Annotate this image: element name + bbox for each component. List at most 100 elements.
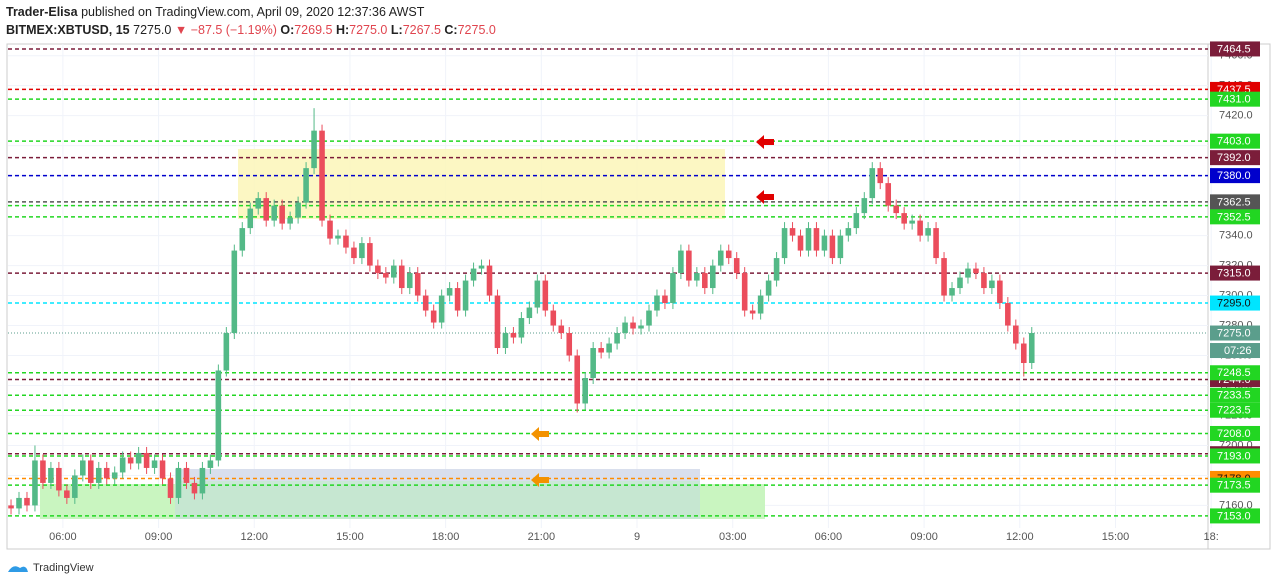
candle-body bbox=[885, 183, 892, 206]
level-label-box bbox=[1210, 209, 1260, 225]
candle-body bbox=[765, 280, 772, 296]
candle-body bbox=[430, 310, 437, 323]
candle-body bbox=[773, 258, 780, 281]
candle-body bbox=[1028, 333, 1035, 364]
candle-body bbox=[654, 295, 660, 311]
level-label-box bbox=[1210, 448, 1260, 464]
candle-body bbox=[630, 322, 636, 329]
candle-body bbox=[319, 130, 325, 221]
candle-body bbox=[789, 228, 796, 236]
levels bbox=[8, 48, 1208, 517]
candle-body bbox=[127, 457, 134, 464]
candle-body bbox=[606, 343, 612, 353]
level-label: 7208.0 bbox=[1217, 428, 1251, 440]
candle-body bbox=[502, 333, 509, 349]
candle-body bbox=[1005, 303, 1011, 326]
candle-body bbox=[343, 235, 349, 248]
y-tick-label: 7420.0 bbox=[1219, 110, 1253, 122]
level-label-box bbox=[1210, 387, 1260, 403]
candle-body bbox=[24, 497, 30, 506]
candle-body bbox=[311, 130, 317, 169]
candle-body bbox=[239, 228, 246, 251]
candle-body bbox=[869, 168, 876, 199]
candle-body bbox=[877, 168, 884, 184]
candle-body bbox=[590, 348, 596, 379]
candle-body bbox=[837, 235, 844, 259]
candle-body bbox=[32, 460, 38, 506]
arrows bbox=[531, 135, 774, 487]
candle-body bbox=[925, 228, 931, 236]
candle-body bbox=[542, 280, 549, 311]
candle-body bbox=[351, 247, 357, 259]
candle-body bbox=[558, 325, 565, 334]
c-label: C: bbox=[444, 23, 458, 37]
candle-body bbox=[103, 467, 110, 479]
zone-band bbox=[175, 469, 700, 481]
candle-body bbox=[223, 333, 230, 371]
candle-body bbox=[422, 295, 429, 311]
last-price-label: 7275.0 bbox=[1217, 327, 1251, 339]
candle-body bbox=[16, 497, 22, 509]
level-label: 7315.0 bbox=[1217, 267, 1251, 279]
x-tick-label: 15:00 bbox=[336, 531, 364, 543]
candle-body bbox=[550, 310, 557, 326]
level-label-box bbox=[1210, 150, 1260, 166]
candle-body bbox=[151, 460, 158, 468]
published: published on TradingView.com, April 09, … bbox=[81, 5, 425, 19]
candle-body bbox=[797, 235, 804, 251]
l-label: L: bbox=[390, 23, 403, 37]
y-tick-label: 7160.0 bbox=[1219, 499, 1253, 511]
countdown-box bbox=[1210, 343, 1260, 359]
orange-arrow bbox=[531, 473, 549, 487]
candle-body bbox=[486, 265, 493, 296]
candle-body bbox=[757, 295, 764, 314]
candle-body bbox=[733, 258, 740, 274]
candle-body bbox=[949, 288, 955, 296]
candle-body bbox=[303, 168, 309, 203]
footer-brand: TradingView bbox=[33, 562, 94, 574]
candle-body bbox=[694, 273, 700, 281]
candle-body bbox=[510, 333, 517, 338]
candle-body bbox=[749, 310, 756, 314]
x-tick-label: 09:00 bbox=[145, 531, 173, 543]
header-line-2: BITMEX:XBTUSD, 15 7275.0 ▼ −87.5 (−1.19%… bbox=[6, 23, 496, 37]
candle-body bbox=[909, 220, 915, 224]
price-labels: 7160.07180.07200.07220.07240.07260.07280… bbox=[1210, 41, 1260, 524]
candle-body bbox=[87, 460, 94, 483]
candle-body bbox=[622, 322, 628, 334]
level-label: 7223.5 bbox=[1217, 405, 1251, 417]
candle-body bbox=[1013, 325, 1019, 344]
candle-body bbox=[159, 460, 166, 479]
candle-body bbox=[191, 482, 198, 494]
candle-body bbox=[359, 243, 365, 259]
candle-body bbox=[231, 250, 238, 334]
candle-body bbox=[199, 467, 206, 494]
candle-body bbox=[638, 325, 644, 329]
candle-body bbox=[574, 355, 581, 404]
candle-body bbox=[861, 198, 868, 214]
level-label: 7464.5 bbox=[1217, 43, 1251, 55]
candle-body bbox=[287, 217, 293, 224]
candle-body bbox=[207, 460, 214, 468]
price: 7275.0 bbox=[133, 23, 172, 37]
level-label: 7380.0 bbox=[1217, 170, 1251, 182]
orange-arrow bbox=[531, 427, 549, 441]
level-label-box bbox=[1210, 402, 1260, 418]
candle-body bbox=[454, 288, 461, 311]
candle-body bbox=[518, 318, 525, 338]
logo-icon bbox=[8, 566, 28, 572]
candle-body bbox=[725, 250, 732, 259]
x-tick-label: 03:00 bbox=[719, 531, 747, 543]
x-tick-label: 12:00 bbox=[1006, 531, 1034, 543]
candle-body bbox=[709, 265, 716, 289]
level-label: 7352.5 bbox=[1217, 211, 1251, 223]
candle-body bbox=[829, 235, 836, 259]
chart-frame bbox=[6, 43, 1271, 550]
l-value: 7267.5 bbox=[402, 23, 441, 37]
candle-body bbox=[526, 307, 533, 319]
candle-body bbox=[48, 467, 54, 483]
level-label-box bbox=[1210, 477, 1260, 493]
h-value: 7275.0 bbox=[349, 23, 388, 37]
x-tick-label: 15:00 bbox=[1102, 531, 1130, 543]
